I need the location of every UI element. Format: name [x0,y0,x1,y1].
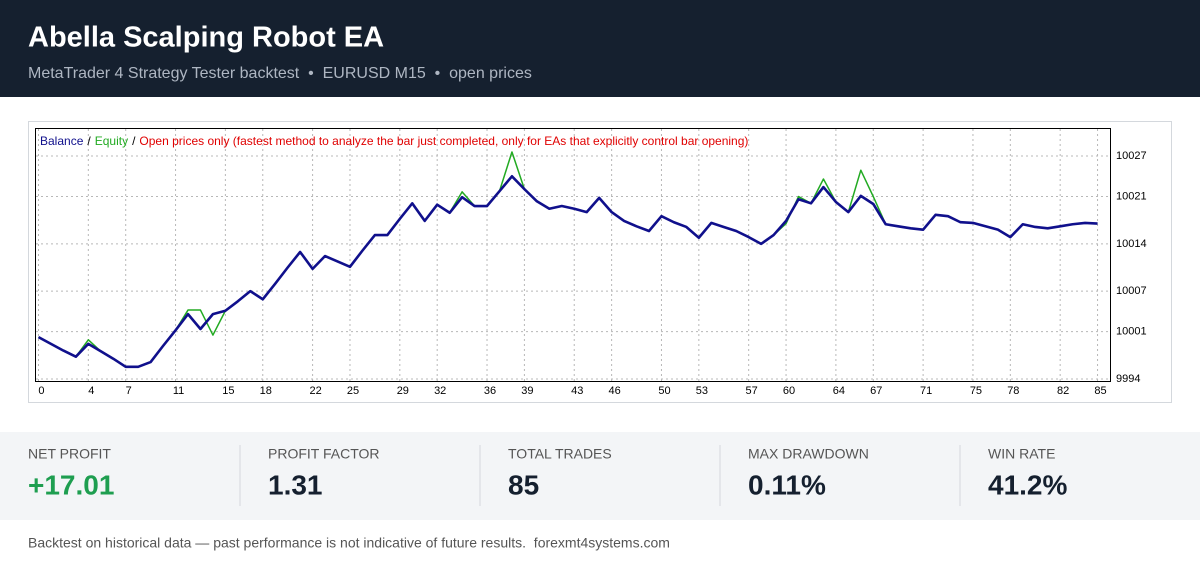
legend-entry: Equity [95,134,128,148]
x-tick-label: 15 [222,385,234,397]
x-tick-label: 53 [696,385,708,397]
x-tick-label: 78 [1007,385,1019,397]
x-tick-label: 43 [571,385,583,397]
y-tick-label: 10001 [1116,326,1147,338]
title: Abella Scalping Robot EA [28,22,384,54]
y-tick-label: 9994 [1116,373,1140,385]
x-tick-label: 46 [608,385,620,397]
stat-label: WIN RATE [988,446,1055,462]
legend-separator: / [132,134,136,148]
y-tick-label: 10014 [1116,238,1147,250]
stat-label: TOTAL TRADES [508,446,612,462]
x-tick-label: 60 [783,385,795,397]
x-tick-label: 39 [521,385,533,397]
legend-separator: / [87,134,91,148]
y-tick-label: 10007 [1116,285,1147,297]
x-tick-label: 50 [658,385,670,397]
x-tick-label: 0 [38,385,44,397]
legend-entry: Balance [40,134,84,148]
x-tick-label: 57 [746,385,758,397]
x-tick-label: 85 [1094,385,1106,397]
x-tick-label: 22 [309,385,321,397]
stat-value: 41.2% [988,469,1067,500]
stat-value: +17.01 [28,469,114,500]
subtitle: MetaTrader 4 Strategy Tester backtest • … [28,65,532,82]
stat-label: MAX DRAWDOWN [748,446,869,462]
stat-value: 0.11% [748,469,826,500]
stat-value: 1.31 [268,469,323,500]
x-tick-label: 7 [126,385,132,397]
plot-area [35,128,1111,382]
x-tick-label: 71 [920,385,932,397]
y-tick-label: 10021 [1116,190,1147,202]
legend-note: Open prices only (fastest method to anal… [139,134,748,148]
x-tick-label: 11 [173,385,184,397]
x-tick-label: 64 [833,385,845,397]
x-tick-label: 25 [347,385,359,397]
stat-label: PROFIT FACTOR [268,446,380,462]
header-bar [0,0,1200,97]
x-tick-label: 75 [970,385,982,397]
y-tick-label: 10027 [1116,150,1147,162]
x-tick-label: 36 [484,385,496,397]
x-tick-label: 32 [434,385,446,397]
x-tick-label: 67 [870,385,882,397]
series-line [37,174,1098,369]
x-tick-label: 4 [88,385,94,397]
stat-value: 85 [508,469,539,500]
x-tick-label: 18 [260,385,272,397]
stat-label: NET PROFIT [28,446,111,462]
x-tick-label: 82 [1057,385,1069,397]
footer: Backtest on historical data — past perfo… [28,535,670,551]
x-tick-label: 29 [397,385,409,397]
stats-band [0,432,1200,520]
